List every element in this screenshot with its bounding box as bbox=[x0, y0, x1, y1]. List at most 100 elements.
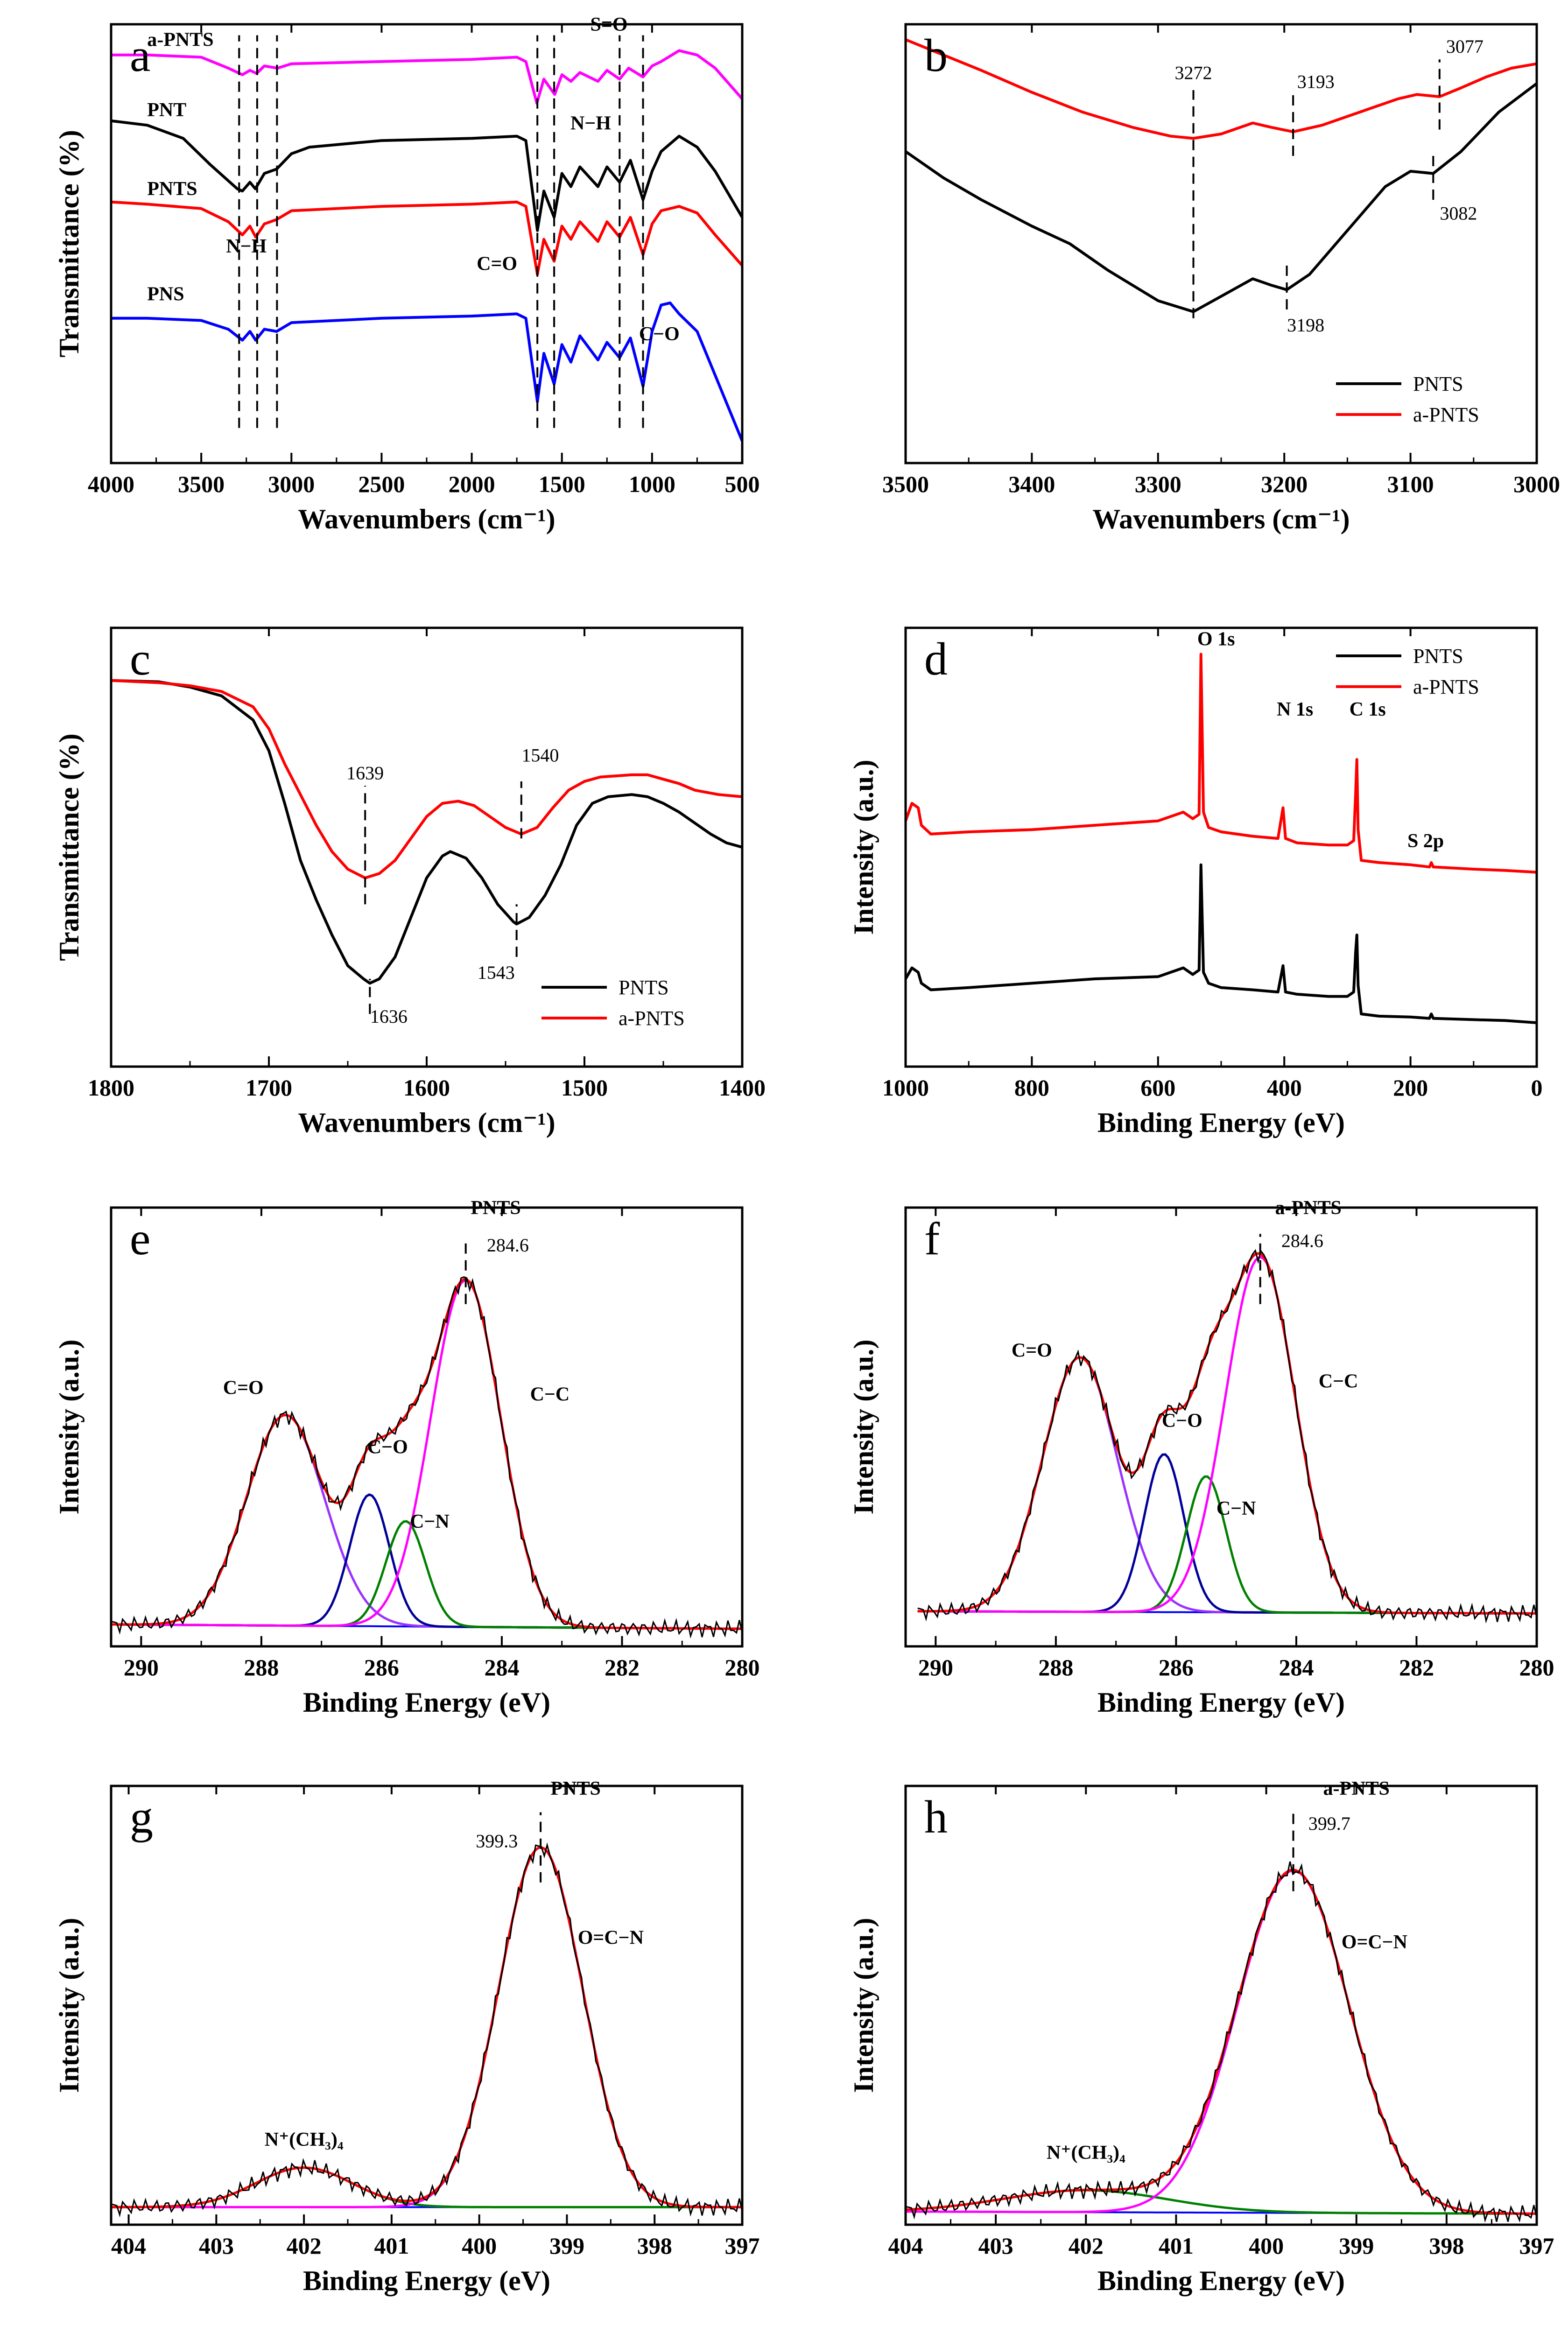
fit-component-1 bbox=[906, 1869, 1537, 2215]
x-axis: 4000 3500 3000 2500 2000 1500 1000 500 bbox=[88, 24, 760, 497]
legend-label-a-pnts: a-PNTS bbox=[1413, 403, 1479, 426]
x-tick-label: 399 bbox=[549, 2233, 584, 2259]
panel-letter: a bbox=[130, 29, 150, 81]
x-axis: 290 288 286 284 282 280 bbox=[124, 1208, 760, 1680]
annotation-4: C−O bbox=[639, 323, 680, 345]
raw-spectrum bbox=[917, 1249, 1537, 1624]
annotation-2: 1636 bbox=[370, 1006, 408, 1027]
x-tick-label: 0 bbox=[1531, 1075, 1543, 1101]
x-tick-label: 402 bbox=[287, 2233, 322, 2259]
x-tick-label: 401 bbox=[374, 2233, 409, 2259]
series-line-a-pnts bbox=[111, 49, 742, 105]
x-tick-label: 3000 bbox=[1513, 471, 1560, 497]
x-tick-label: 280 bbox=[1519, 1654, 1554, 1680]
x-tick-label: 397 bbox=[725, 2233, 760, 2259]
legend: PNTS a-PNTS bbox=[1336, 645, 1479, 698]
panel-letter: g bbox=[130, 1791, 153, 1843]
x-tick-label: 3500 bbox=[882, 471, 929, 497]
y-axis-label: Transmittance (%) bbox=[54, 130, 84, 357]
fit-component-3 bbox=[111, 1279, 742, 1630]
x-tick-label: 280 bbox=[725, 1654, 760, 1680]
annotation-2: O=C−N bbox=[578, 1927, 644, 1948]
x-tick-label: 288 bbox=[244, 1654, 279, 1680]
x-axis: 3500 3400 3300 3200 3100 3000 bbox=[882, 24, 1560, 497]
annotation-3: S 2p bbox=[1407, 830, 1444, 852]
panel-d: O 1s N 1s C 1s S 2p 1000 800 600 400 200 0 Binding… bbox=[848, 626, 1543, 1138]
y-axis-label: Intensity (a.u.) bbox=[54, 1339, 84, 1514]
y-axis-label: Transmittance (%) bbox=[54, 733, 84, 961]
x-tick-label: 3200 bbox=[1261, 471, 1308, 497]
annotation-3: C=O bbox=[477, 253, 517, 274]
plot-area-h bbox=[906, 1861, 1537, 2223]
plot-frame bbox=[904, 23, 1538, 464]
panel-c: 1639 1540 1636 1543 1800 1700 1600 1500 1400 Wave… bbox=[54, 626, 766, 1138]
x-tick-label: 1500 bbox=[561, 1075, 608, 1101]
plot-area-g bbox=[111, 1842, 742, 2218]
series-line-pnts bbox=[906, 863, 1537, 1024]
panel-letter: h bbox=[924, 1791, 948, 1843]
plot-frame bbox=[904, 1206, 1538, 1648]
series-label-a-pnts: a-PNTS bbox=[147, 29, 213, 50]
series-line-pnts bbox=[906, 82, 1537, 313]
series-line-a-pnts bbox=[906, 653, 1537, 874]
annotation-0: 284.6 bbox=[1281, 1230, 1323, 1251]
x-tick-label: 284 bbox=[484, 1654, 519, 1680]
y-axis-label: Intensity (a.u.) bbox=[848, 759, 879, 935]
x-tick-label: 3500 bbox=[178, 471, 225, 497]
annotation-3: N⁺(CH₃)₄ bbox=[1047, 2142, 1125, 2164]
series-line-a-pnts bbox=[906, 38, 1537, 140]
panel-letter: f bbox=[924, 1213, 940, 1265]
x-tick-label: 401 bbox=[1159, 2233, 1194, 2259]
legend: PNTS a-PNTS bbox=[541, 976, 685, 1030]
annotation-2: O=C−N bbox=[1342, 1932, 1407, 1953]
panel-letter: c bbox=[130, 633, 150, 685]
x-axis-label: Binding Energy (eV) bbox=[303, 2265, 550, 2296]
x-axis-label: Binding Energy (eV) bbox=[1097, 2265, 1345, 2296]
legend-label-a-pnts: a-PNTS bbox=[619, 1007, 685, 1030]
series-line-pnt bbox=[111, 119, 742, 232]
x-tick-label: 399 bbox=[1339, 2233, 1374, 2259]
panel-letter: e bbox=[130, 1213, 150, 1265]
annotation-4: C−N bbox=[1216, 1498, 1256, 1519]
series-line-a-pnts bbox=[111, 679, 742, 879]
x-tick-label: 397 bbox=[1519, 2233, 1554, 2259]
annotation-4: 3082 bbox=[1440, 203, 1477, 224]
x-axis-label: Binding Energy (eV) bbox=[1097, 1107, 1345, 1138]
fit-component-2 bbox=[917, 1475, 1537, 1615]
annotation-0: N−H bbox=[226, 236, 267, 257]
x-tick-label: 1000 bbox=[629, 471, 675, 497]
x-axis-label: Binding Energy (eV) bbox=[303, 1687, 550, 1718]
x-tick-label: 2500 bbox=[358, 471, 405, 497]
x-tick-label: 286 bbox=[364, 1654, 399, 1680]
x-tick-label: 2000 bbox=[449, 471, 495, 497]
annotation-1: 1540 bbox=[521, 745, 559, 766]
x-tick-label: 3100 bbox=[1387, 471, 1434, 497]
x-tick-label: 398 bbox=[637, 2233, 672, 2259]
plot-area-f bbox=[917, 1249, 1537, 1624]
x-tick-label: 286 bbox=[1159, 1654, 1194, 1680]
annotation-2: N−H bbox=[570, 113, 611, 134]
annotation-0: 284.6 bbox=[487, 1235, 529, 1256]
x-tick-label: 3300 bbox=[1135, 471, 1181, 497]
fit-envelope bbox=[111, 1846, 742, 2208]
y-axis-label: Intensity (a.u.) bbox=[54, 1918, 84, 2093]
series-label-pnt: PNT bbox=[147, 99, 186, 121]
fit-component-1 bbox=[111, 1846, 742, 2208]
plot-frame bbox=[110, 1206, 744, 1648]
x-tick-label: 3400 bbox=[1008, 471, 1055, 497]
raw-spectrum bbox=[906, 1861, 1537, 2223]
annotation-0: 1639 bbox=[346, 762, 384, 783]
annotation-2: C=O bbox=[223, 1377, 264, 1399]
x-tick-label: 600 bbox=[1140, 1075, 1175, 1101]
plot-frame bbox=[110, 626, 744, 1068]
x-tick-label: 1700 bbox=[246, 1075, 292, 1101]
x-tick-label: 290 bbox=[918, 1654, 953, 1680]
annotation-4: C−N bbox=[410, 1511, 450, 1532]
annotation-0: O 1s bbox=[1197, 629, 1235, 650]
annotation-0: 399.3 bbox=[476, 1831, 518, 1852]
series-line-pnts bbox=[111, 200, 742, 276]
panel-b: 3272 3193 3077 3198 3082 3500 3400 3300 3200 3100… bbox=[882, 23, 1560, 534]
x-axis: 1800 1700 1600 1500 1400 bbox=[88, 628, 766, 1101]
